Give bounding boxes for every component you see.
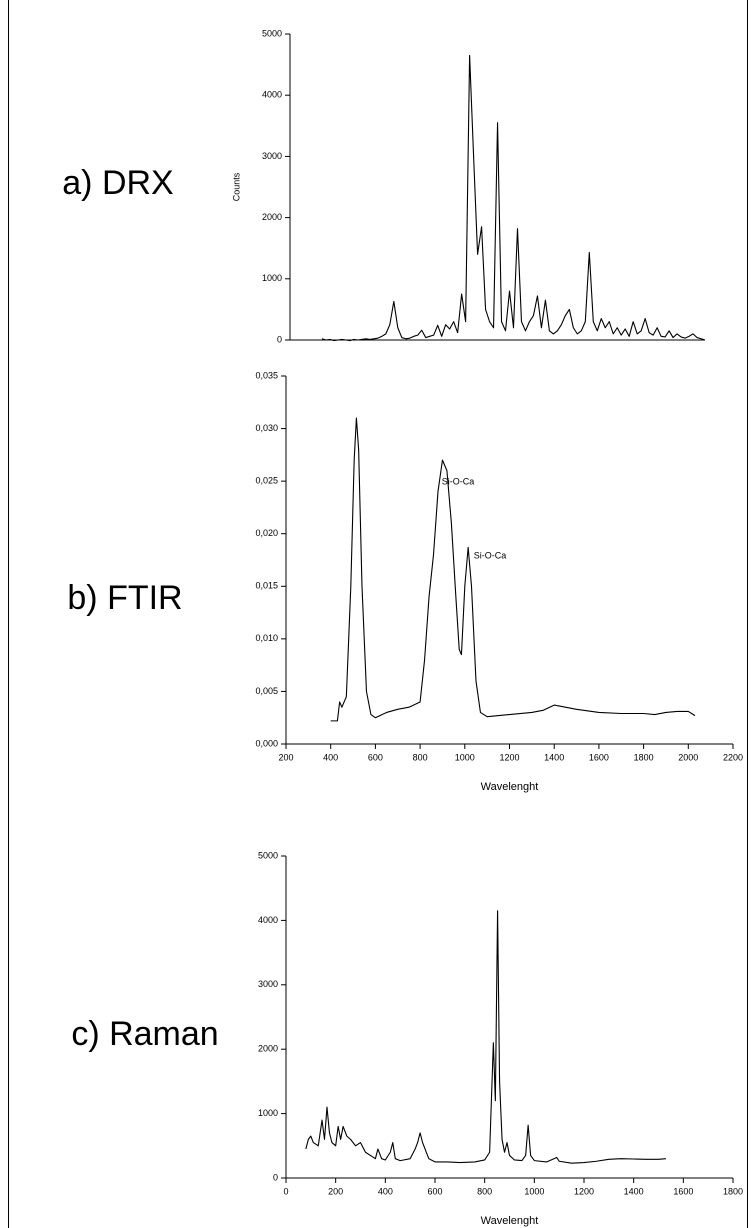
y-tick-label: 0,030 (255, 423, 278, 433)
y-tick-label: 1000 (262, 273, 282, 283)
y-tick-label: 0 (273, 1172, 278, 1182)
y-tick-label: 1000 (258, 1108, 278, 1118)
x-tick-label: 1000 (524, 1186, 544, 1196)
y-tick-label: 2000 (262, 212, 282, 222)
x-tick-label: 400 (378, 1186, 393, 1196)
y-tick-label: 0,020 (255, 528, 278, 538)
x-tick-label: 1400 (544, 752, 564, 762)
y-tick-label: 3000 (262, 151, 282, 161)
y-tick-label: 0,015 (255, 581, 278, 591)
y-tick-label: 3000 (258, 979, 278, 989)
y-tick-label: 0,025 (255, 476, 278, 486)
y-tick-label: 0,000 (255, 738, 278, 748)
y-tick-label: 4000 (258, 915, 278, 925)
y-tick-label: 4000 (262, 90, 282, 100)
x-tick-label: 1200 (574, 1186, 594, 1196)
data-line (305, 910, 666, 1164)
panel-label: c) Raman (71, 1015, 218, 1053)
x-tick-label: 1000 (455, 752, 475, 762)
x-axis-label: Wavelenght (481, 781, 539, 793)
x-tick-label: 200 (278, 752, 293, 762)
x-tick-label: 1200 (499, 752, 519, 762)
annotation: Si-O-Ca (442, 476, 475, 486)
y-tick-label: 0,005 (255, 686, 278, 696)
x-tick-label: 1600 (589, 752, 609, 762)
x-tick-label: 2200 (723, 752, 743, 762)
data-line (330, 417, 696, 722)
x-tick-label: 1600 (673, 1186, 693, 1196)
x-axis-label: Wavelenght (481, 1215, 539, 1227)
panel-label: b) FTIR (67, 579, 182, 617)
x-tick-label: 1400 (624, 1186, 644, 1196)
y-tick-label: 5000 (262, 28, 282, 38)
x-tick-label: 400 (323, 752, 338, 762)
x-tick-label: 1800 (723, 1186, 743, 1196)
x-tick-label: 2000 (678, 752, 698, 762)
y-tick-label: 2000 (258, 1044, 278, 1054)
y-tick-label: 0 (277, 334, 282, 344)
x-tick-label: 600 (427, 1186, 442, 1196)
y-tick-label: 5000 (258, 850, 278, 860)
x-tick-label: 200 (328, 1186, 343, 1196)
panel-label: a) DRX (62, 164, 173, 202)
x-tick-label: 600 (368, 752, 383, 762)
x-tick-label: 0 (283, 1186, 288, 1196)
y-tick-label: 0,035 (255, 370, 278, 380)
x-tick-label: 800 (413, 752, 428, 762)
x-tick-label: 800 (477, 1186, 492, 1196)
annotation: Si-O-Ca (474, 550, 507, 560)
y-axis-label: Counts (231, 172, 241, 201)
x-tick-label: 1800 (634, 752, 654, 762)
data-line (321, 54, 706, 342)
y-tick-label: 0,010 (255, 633, 278, 643)
